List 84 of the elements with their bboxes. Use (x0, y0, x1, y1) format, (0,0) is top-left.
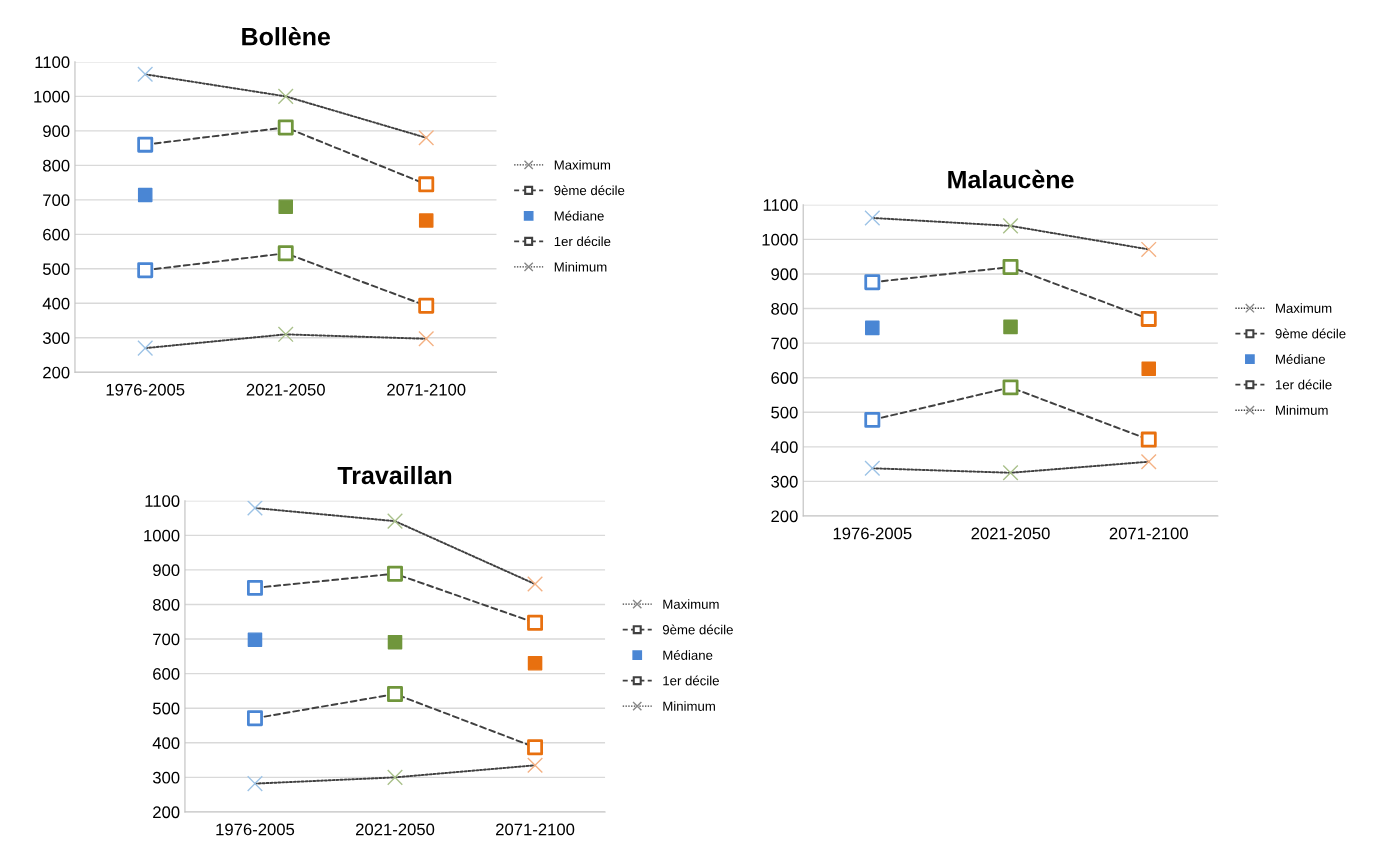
chart-title: Travaillan (337, 465, 452, 485)
point (277, 245, 294, 262)
y-tick-label: 500 (152, 702, 180, 715)
x-tick-label: 1976-2005 (216, 823, 295, 836)
x-tick-label: 2021-2050 (971, 527, 1050, 540)
y-tick-label: 700 (43, 194, 70, 207)
y-tick-label: 1000 (34, 90, 70, 103)
legend-label: Médiane (1276, 354, 1325, 364)
point (387, 634, 403, 650)
x-tick-label: 2021-2050 (246, 383, 325, 396)
y-tick-label: 500 (42, 263, 70, 276)
point (864, 274, 881, 291)
point (1141, 361, 1157, 376)
point (527, 655, 543, 671)
y-tick-label: 800 (771, 302, 798, 315)
x-tick-label: 1976-2005 (833, 527, 912, 540)
point (387, 686, 403, 703)
y-tick-label: 300 (152, 771, 180, 784)
y-tick-label: 700 (771, 337, 798, 350)
point (1002, 259, 1019, 276)
x-tick-label: 2071-2100 (387, 383, 466, 396)
y-tick-label: 800 (153, 598, 180, 611)
y-tick-label: 900 (771, 268, 798, 281)
y-tick-label: 200 (43, 366, 70, 379)
point (864, 411, 881, 428)
point (1002, 379, 1019, 396)
y-tick-label: 900 (43, 125, 70, 138)
y-tick-label: 200 (771, 510, 798, 523)
legend-label: Médiane (554, 210, 604, 221)
chart-title: Malaucène (948, 169, 1074, 189)
y-tick-label: 700 (153, 633, 180, 646)
legend-label: Maximum (663, 599, 719, 609)
legend-label: 1er décile (663, 675, 719, 686)
x-tick-label: 1976-2005 (106, 383, 185, 396)
point (527, 739, 544, 756)
legend-label: Minimum (663, 701, 715, 711)
y-tick-label: 1100 (145, 495, 180, 507)
point (418, 176, 435, 193)
legend-label: 9ème décile (1275, 328, 1346, 339)
y-tick-label: 500 (771, 406, 798, 419)
legend-label: Maximum (554, 159, 611, 170)
legend-label: Maximum (1276, 303, 1332, 313)
y-tick-label: 1100 (763, 199, 798, 211)
y-tick-label: 900 (153, 564, 180, 577)
y-tick-label: 400 (770, 441, 798, 454)
legend-label: Médiane (663, 650, 713, 660)
legend-label: 1er décile (554, 236, 611, 247)
legend-label: 9ème décile (554, 185, 625, 196)
point (865, 320, 880, 336)
y-tick-label: 1000 (144, 529, 180, 542)
y-tick-label: 300 (42, 332, 70, 344)
point (137, 262, 154, 279)
x-tick-label: 2071-2100 (496, 823, 575, 836)
point (246, 579, 263, 596)
y-tick-label: 600 (153, 668, 180, 680)
y-tick-label: 400 (152, 737, 180, 749)
y-tick-label: 600 (771, 372, 798, 384)
y-tick-label: 300 (771, 475, 798, 488)
y-tick-label: 800 (43, 159, 70, 172)
point (527, 614, 544, 631)
point (247, 632, 263, 648)
legend-label: Minimum (554, 261, 607, 272)
point (418, 213, 434, 228)
y-tick-label: 200 (153, 806, 180, 819)
y-tick-label: 1000 (762, 233, 798, 246)
point (246, 710, 263, 727)
x-tick-label: 2021-2050 (356, 823, 435, 836)
y-tick-label: 1100 (35, 56, 70, 69)
point (1003, 319, 1018, 335)
y-tick-label: 400 (42, 297, 70, 310)
point (137, 187, 153, 203)
point (1140, 310, 1157, 327)
point (278, 199, 294, 215)
chart-title: Bollène (242, 26, 331, 46)
y-tick-label: 600 (43, 228, 70, 241)
point (277, 119, 294, 136)
legend-label: 1er décile (1275, 379, 1332, 390)
point (1140, 431, 1157, 448)
legend-label: 9ème décile (662, 624, 733, 635)
legend-label: Minimum (1276, 405, 1328, 415)
point (418, 297, 435, 314)
point (137, 136, 154, 153)
point (387, 565, 403, 582)
x-tick-label: 2071-2100 (1109, 527, 1188, 540)
